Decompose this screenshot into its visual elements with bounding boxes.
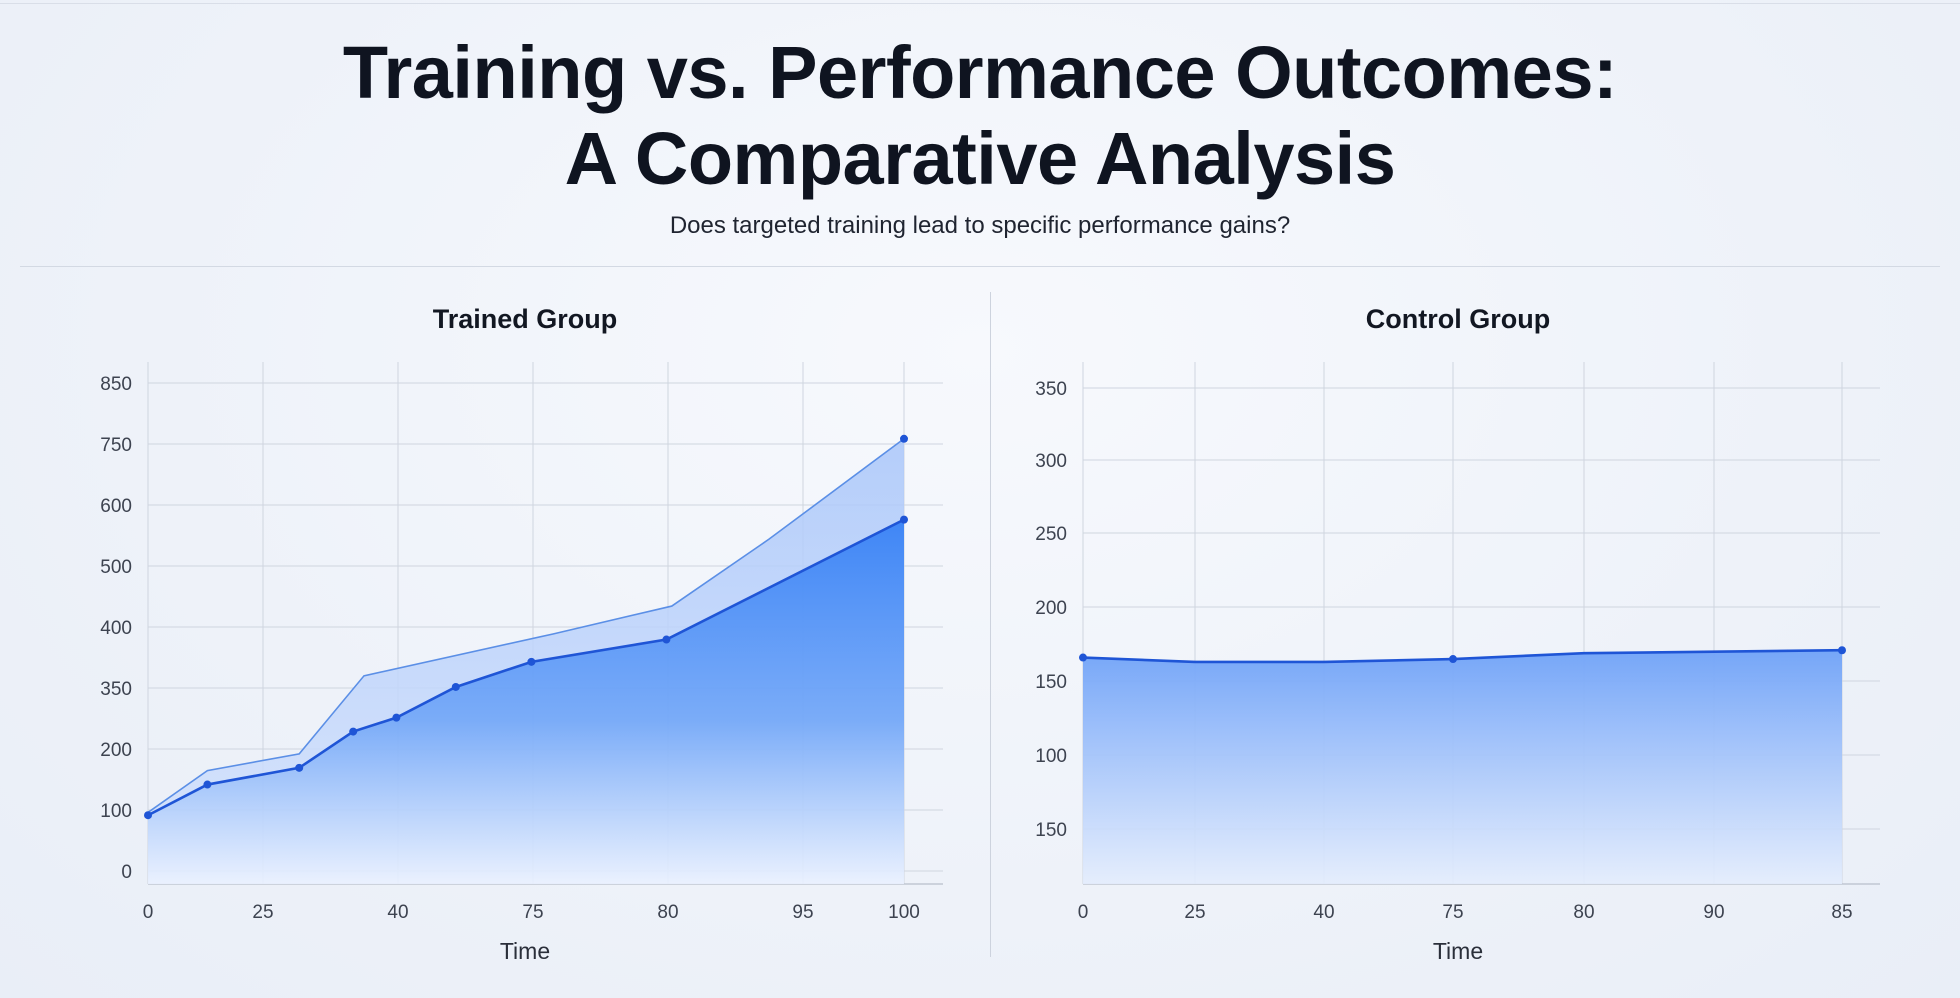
control-x-tick-2: 40 (1313, 902, 1334, 923)
top-border (0, 3, 1960, 4)
trained-y-tick-5: 350 (100, 679, 132, 700)
trained-y-tick-4: 400 (100, 618, 132, 639)
trained-point-3 (349, 727, 358, 736)
page-subtitle: Does targeted training lead to specific … (669, 212, 1291, 239)
trained-point-4 (392, 713, 401, 722)
trained-upper-band (148, 438, 904, 816)
trained-y-tick-8: 0 (121, 862, 132, 883)
trained-point-0 (144, 811, 152, 820)
control-point-6 (1838, 646, 1846, 655)
trained-chart-title: Trained Group (432, 304, 618, 334)
control-point-0 (1079, 653, 1087, 662)
trained-point-6 (527, 657, 536, 666)
control-y-tick-1: 300 (1035, 451, 1067, 472)
control-area (1083, 650, 1842, 884)
trained-point-5 (451, 682, 460, 691)
control-x-tick-6: 85 (1831, 902, 1852, 923)
trained-x-axis-label: Time (500, 938, 550, 964)
trained-y-tick-3: 500 (100, 557, 132, 578)
header-divider (20, 266, 1940, 267)
trained-point-1 (203, 780, 212, 789)
control-y-tick-5: 100 (1035, 746, 1067, 767)
control-y-tick-6: 150 (1035, 820, 1067, 841)
control-x-tick-3: 75 (1442, 902, 1463, 923)
trained-y-tick-7: 100 (100, 801, 132, 822)
control-y-tick-2: 250 (1035, 524, 1067, 545)
trained-y-tick-2: 600 (100, 496, 132, 517)
control-y-tick-4: 150 (1035, 672, 1067, 693)
control-x-axis-label: Time (1433, 938, 1483, 964)
panel-divider (990, 292, 991, 957)
trained-y-tick-6: 200 (100, 740, 132, 761)
control-x-tick-1: 25 (1184, 902, 1205, 923)
trained-upper-line (147, 438, 905, 814)
trained-point-2 (295, 763, 304, 772)
trained-x-tick-0: 0 (143, 902, 154, 923)
trained-x-tick-2: 40 (387, 902, 408, 923)
control-y-tick-0: 350 (1035, 379, 1067, 400)
title-line-1: Training vs. Performance Outcomes: (342, 31, 1618, 114)
page-title: Training vs. Performance Outcomes: A Com… (0, 30, 1960, 202)
control-y-tick-3: 200 (1035, 598, 1067, 619)
trained-y-tick-0: 850 (100, 374, 132, 395)
control-x-tick-4: 80 (1573, 902, 1594, 923)
title-line-2: A Comparative Analysis (564, 117, 1396, 200)
control-chart-title: Control Group (1365, 304, 1551, 334)
control-x-tick-5: 90 (1703, 902, 1724, 923)
control-x-tick-0: 0 (1078, 902, 1089, 923)
trained-x-tick-6: 100 (888, 902, 920, 923)
trained-x-tick-1: 25 (252, 902, 273, 923)
trained-point-7 (662, 635, 671, 644)
trained-x-tick-3: 75 (522, 902, 543, 923)
trained-x-tick-5: 95 (792, 902, 813, 923)
trained-point-8 (900, 515, 908, 524)
control-point-3 (1449, 655, 1457, 664)
trained-x-tick-4: 80 (657, 902, 678, 923)
trained-y-tick-1: 750 (100, 435, 132, 456)
trained-upper-end-point (900, 434, 908, 443)
trained-area (148, 519, 904, 884)
